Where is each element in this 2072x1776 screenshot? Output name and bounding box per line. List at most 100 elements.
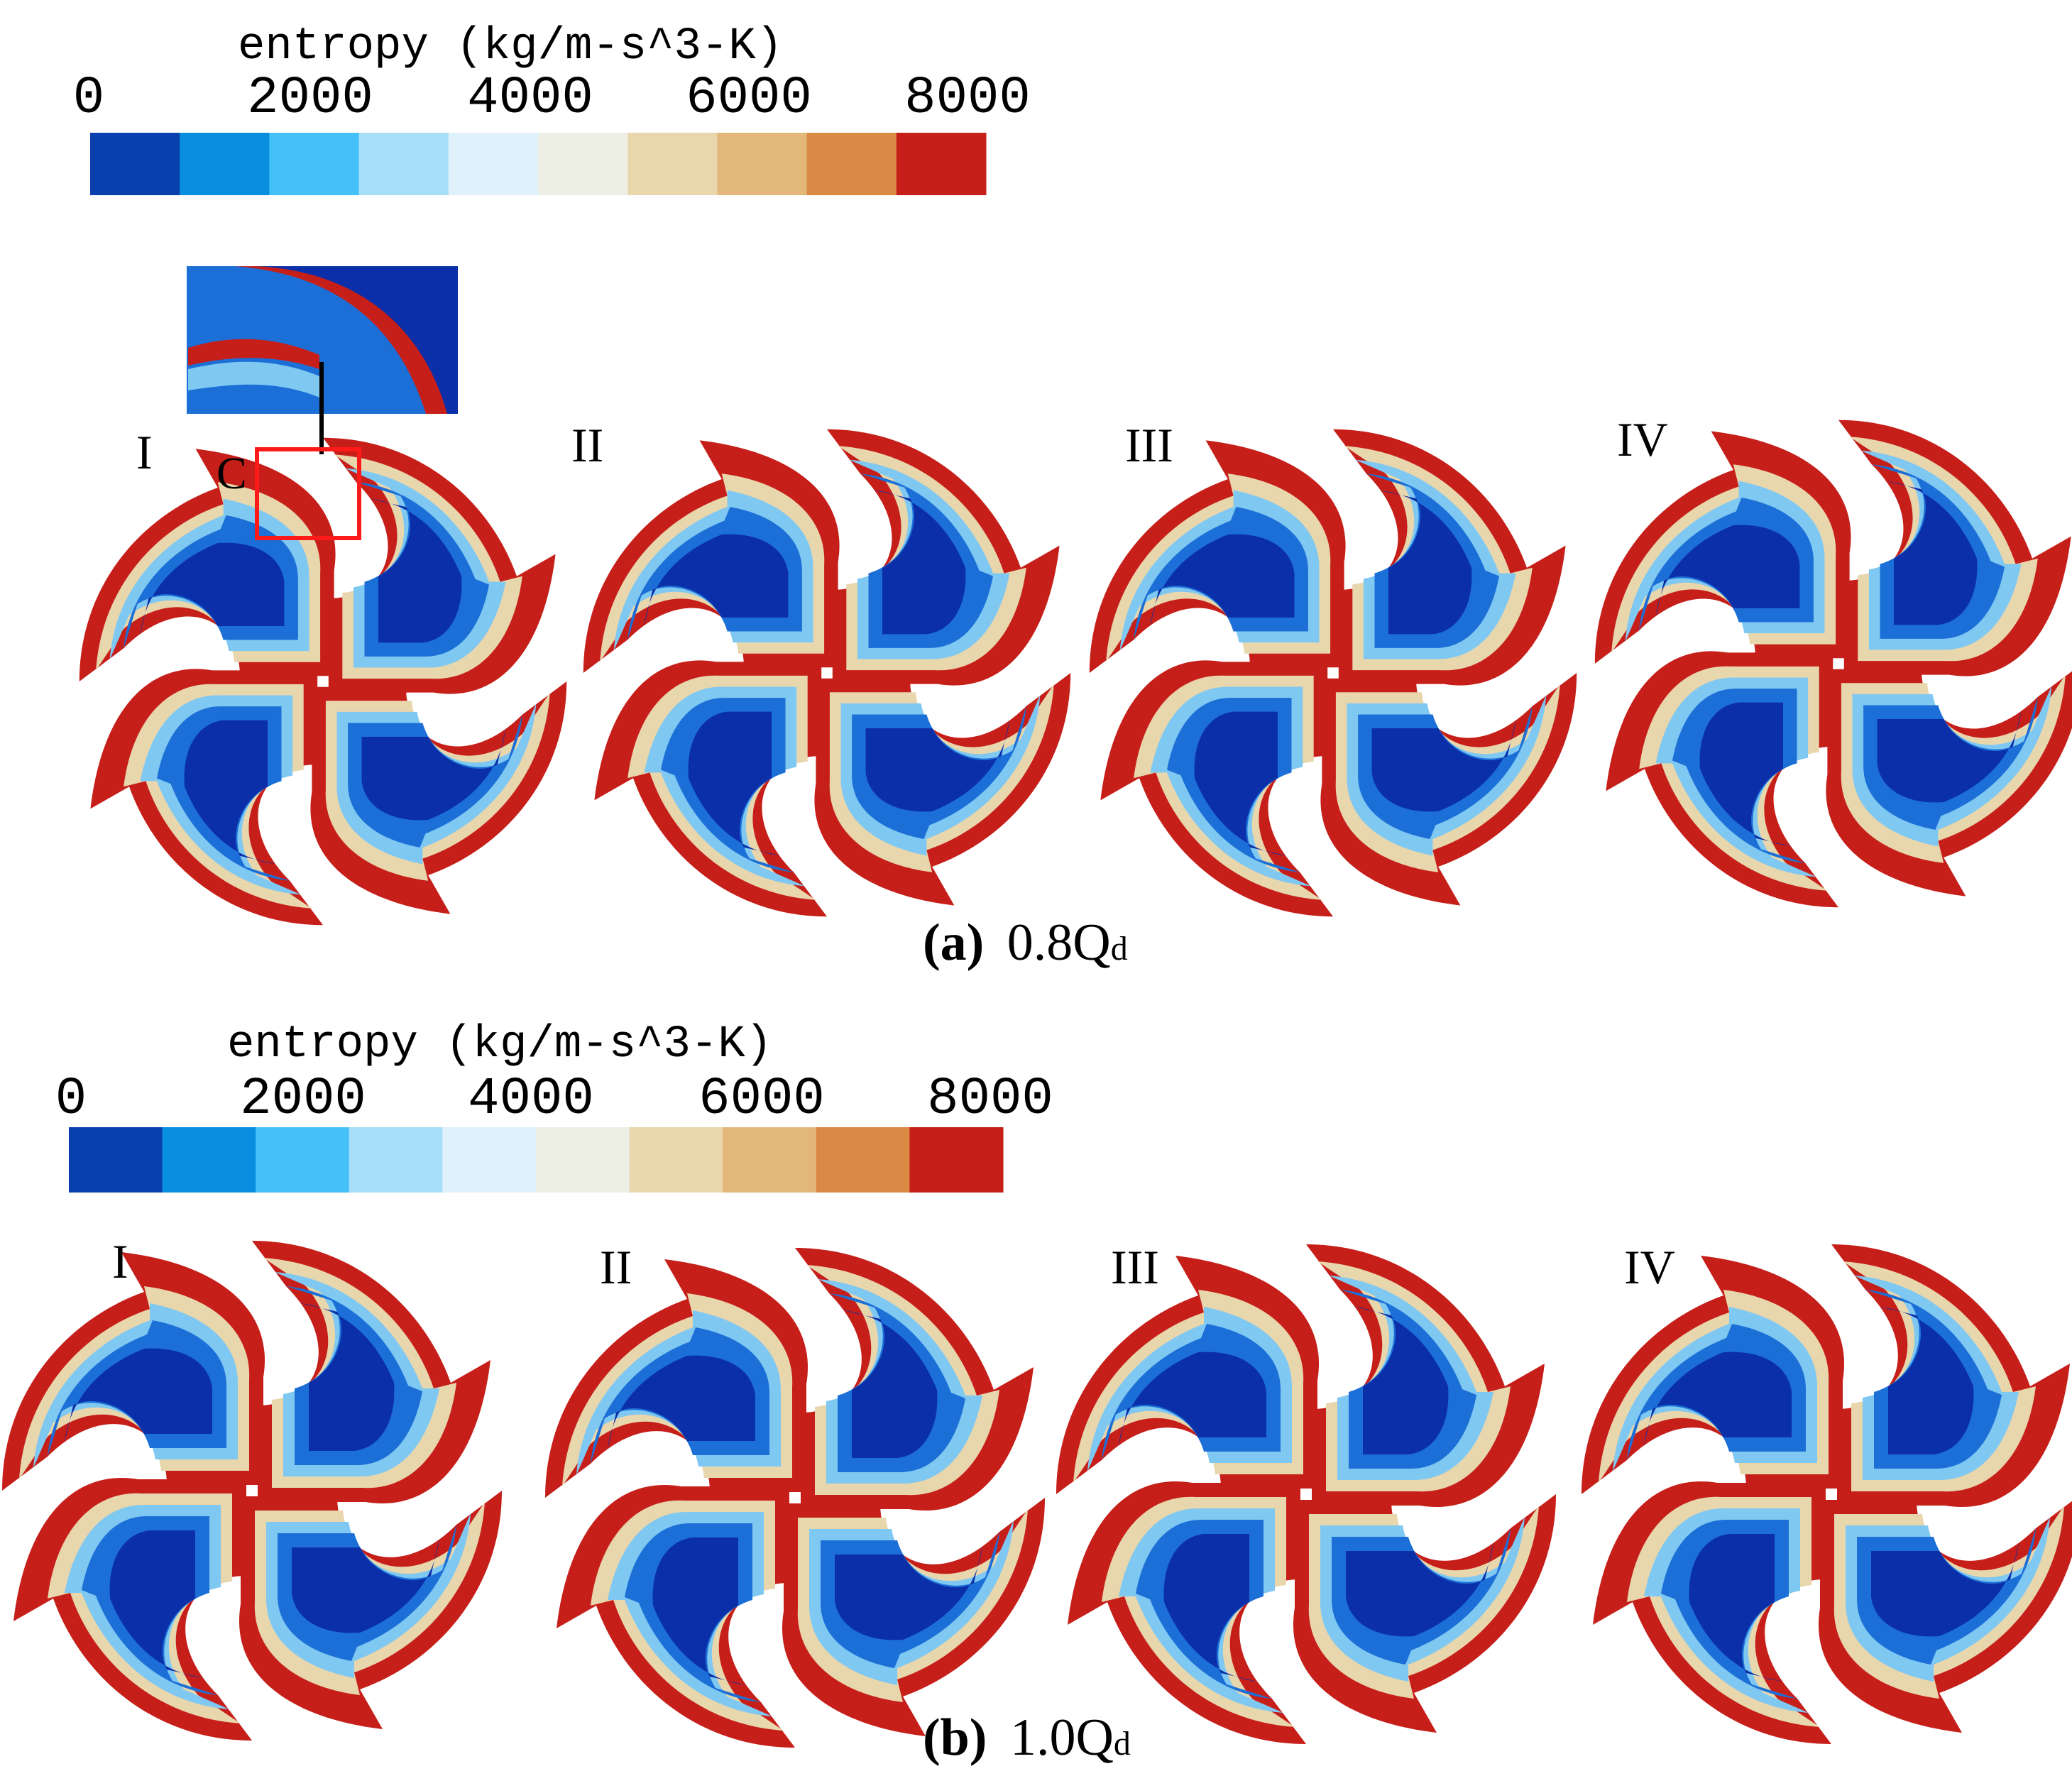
highlight-box [255,447,361,540]
colorbar-swatch [162,1127,256,1193]
legend-tick-label: 6000 [686,69,812,128]
impeller-blade [583,440,840,673]
impeller-blade [1056,1256,1320,1494]
colorbar-swatch [358,133,449,195]
impeller-blade [545,1259,808,1498]
colorbar-swatch [629,1127,723,1193]
impeller-blade [594,660,827,917]
colorbar-swatch [627,133,718,195]
caption-value: 0.8Q [1007,914,1111,972]
case-label: III [1125,418,1173,472]
caption-value: 1.0Q [1010,1709,1114,1767]
caption-letter: (b) [923,1709,987,1767]
impeller-blade [557,1484,795,1748]
colorbar-swatch [349,1127,443,1193]
colorbar-swatch [909,1127,1004,1193]
legend-ticks: 0 2000 4000 6000 8000 [55,1070,1053,1129]
legend-title: entropy (kg/m-s^3-K) [238,21,783,72]
impeller-blade [310,681,567,914]
impeller-iv [1582,1244,2072,1744]
case-label: IV [1624,1240,1675,1294]
legend-tick-label: 4000 [467,69,593,128]
case-label: I [112,1234,128,1288]
impeller-blade [1582,1256,1845,1494]
impeller-blade [1089,440,1346,673]
impeller-ii [545,1248,1045,1748]
colorbar-swatch [816,1127,910,1193]
caption-b: (b) 1.0Qd [923,1709,1131,1767]
colorbar-swatch [448,133,539,195]
impeller-i [1,1241,502,1741]
impeller-blade [13,1477,252,1741]
legend-tick-label: 8000 [904,69,1031,128]
impeller-blade [1068,1481,1306,1744]
colorbar-swatch [180,133,270,195]
impeller-blade [814,673,1071,906]
impeller-row: I II III IV [1,1234,2072,1748]
colorbar [90,133,987,195]
impeller-blade [239,1491,502,1729]
caption-letter: (a) [923,914,984,972]
impeller-i [79,437,567,926]
impeller-blade [1320,673,1577,906]
legend-tick-label: 0 [55,1070,87,1129]
caption-subscript: d [1111,930,1128,968]
legend-tick-label: 4000 [468,1070,594,1129]
legend-b: entropy (kg/m-s^3-K) 0 2000 4000 6000 8000 [55,1019,1053,1193]
impeller-blade [1333,429,1566,686]
impeller-blade [1818,1494,2072,1733]
impeller-iii [1056,1244,1556,1744]
colorbar-swatch [896,133,987,195]
caption-a: (a) 0.8Qd [923,914,1128,972]
panel-b: entropy (kg/m-s^3-K) 0 2000 4000 6000 8000 I… [1,1019,2072,1767]
impeller-iii [1089,429,1577,917]
colorbar-swatch [269,133,360,195]
impeller-blade [782,1498,1045,1736]
legend-a: entropy (kg/m-s^3-K) 0 2000 4000 6000 8000 [73,21,1031,195]
colorbar-swatch [256,1127,350,1193]
impeller-blade [1831,1244,2070,1508]
callout-label: C [216,448,247,498]
case-label: III [1111,1240,1159,1294]
impeller-blade [1826,664,2072,897]
colorbar-swatch [69,1127,163,1193]
impeller-blade [795,1248,1034,1511]
case-label: IV [1617,412,1668,466]
colorbar-swatch [538,133,628,195]
case-label: I [136,425,153,479]
legend-title: entropy (kg/m-s^3-K) [227,1019,772,1070]
impeller-blade [1,1252,265,1491]
colorbar-swatch [90,133,180,195]
colorbar-swatch [806,133,897,195]
impeller-ii [583,429,1071,917]
impeller-iv [1594,420,2072,908]
impeller-blade [252,1241,490,1504]
legend-tick-label: 8000 [927,1070,1053,1129]
impeller-blade [1306,1244,1545,1508]
legend-tick-label: 2000 [240,1070,366,1129]
zoom-inset-detail [234,266,458,414]
impeller-blade [79,449,336,681]
impeller-blade [1593,1481,1831,1744]
legend-tick-label: 2000 [247,69,373,128]
colorbar-swatch [442,1127,537,1193]
colorbar-swatch [723,1127,817,1193]
colorbar-swatch [536,1127,630,1193]
impeller-blade [90,669,323,926]
case-label: II [600,1240,632,1294]
panel-a: entropy (kg/m-s^3-K) 0 2000 4000 6000 8000 I… [73,21,2072,972]
colorbar [69,1127,1004,1193]
legend-tick-label: 6000 [698,1070,825,1129]
impeller-blade [1100,660,1333,917]
impeller-blade [827,429,1060,686]
impeller-blade [1293,1494,1556,1733]
callout-c: C [187,266,458,540]
impeller-blade [1838,420,2071,676]
impeller-blade [1606,651,1838,908]
caption-subscript: d [1114,1725,1131,1763]
legend-ticks: 0 2000 4000 6000 8000 [73,69,1031,128]
case-label: II [571,418,603,472]
legend-tick-label: 0 [73,69,104,128]
impeller-row: I II III IV [79,412,2072,926]
